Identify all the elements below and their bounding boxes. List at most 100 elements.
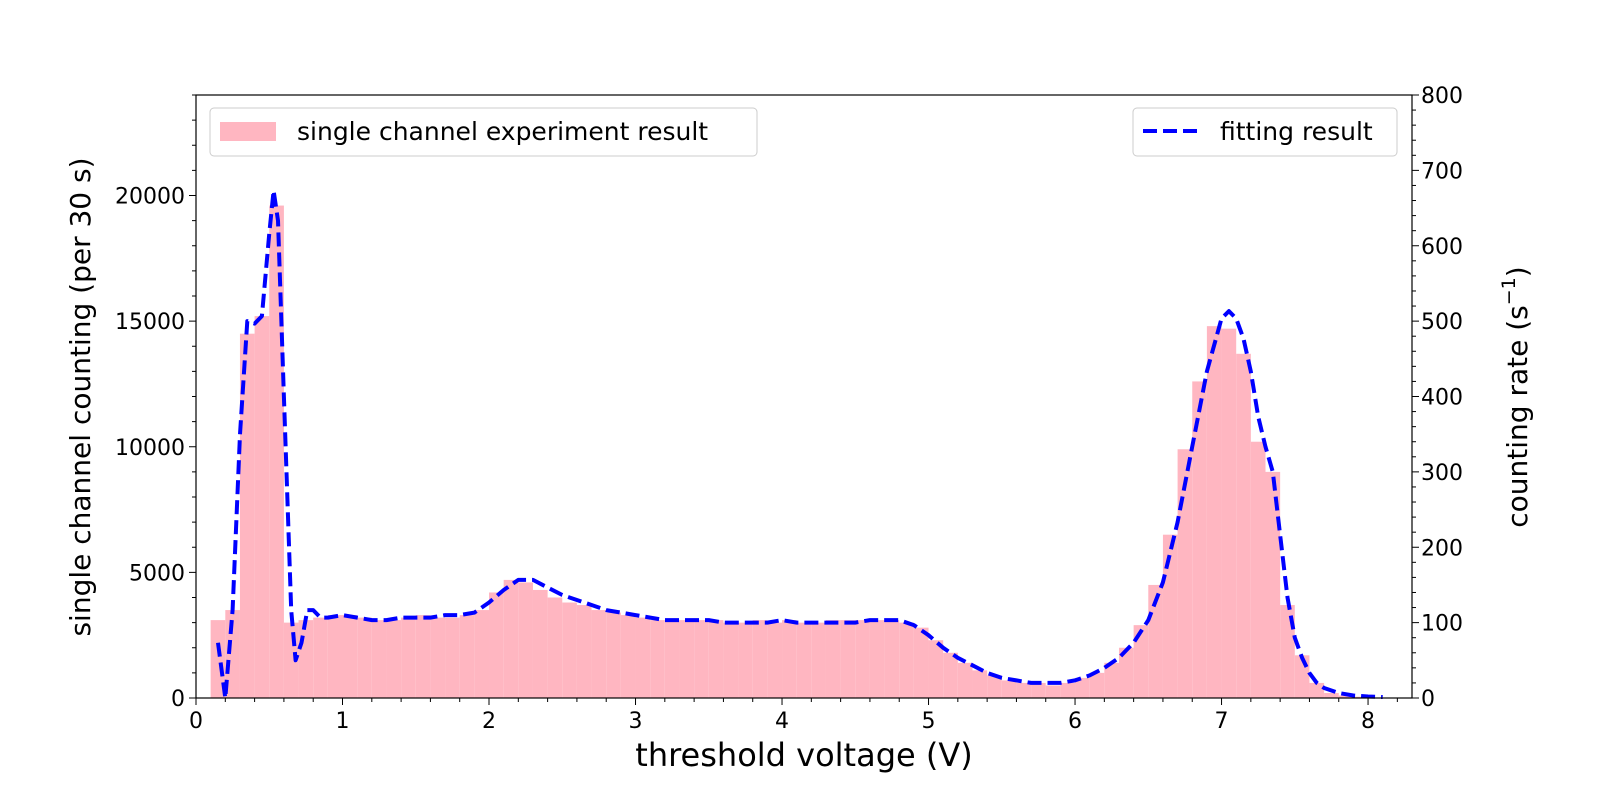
y2-tick-label: 500 [1421,310,1463,335]
x-axis: 0 1 2 3 4 5 6 7 8 [189,698,1398,734]
x-tick-label: 8 [1361,709,1375,734]
histogram-bar [869,620,885,698]
histogram-bar [357,617,372,698]
y-tick-label: 0 [171,687,185,712]
histogram-bar [210,620,226,698]
histogram-bar [591,610,607,698]
histogram-bar [1118,647,1134,698]
y2-tick-label: 800 [1421,84,1463,109]
histogram-bar [664,620,680,698]
legend-right-label: fitting result [1220,117,1373,146]
y2-axis-label-close: ) [1501,266,1534,277]
histogram-bar [1192,381,1207,698]
histogram-bar [401,617,416,698]
histogram-bar [342,615,358,698]
y-tick-label: 10000 [115,436,185,461]
y2-axis-label-exponent: −1 [1498,277,1520,305]
y2-tick-label: 400 [1421,386,1463,411]
histogram-bar [1045,685,1061,698]
histogram-bar [1060,682,1076,698]
histogram-bar [1338,695,1354,698]
histogram-bar [503,579,519,698]
histogram-bar [972,670,988,698]
x-tick-label: 7 [1215,709,1229,734]
histogram-bar [1206,326,1222,698]
y2-tick-label: 0 [1421,687,1435,712]
y-axis-label: single channel counting (per 30 s) [64,157,97,636]
histogram-bar [738,622,753,698]
histogram-bar [1075,677,1090,698]
x-tick-label: 0 [189,709,203,734]
y-tick-label: 15000 [115,310,185,335]
histogram-bar [562,602,577,698]
x-tick-label: 3 [629,709,643,734]
histogram-bar [635,617,651,698]
histogram-bar [884,620,900,698]
y2-tick-label: 200 [1421,536,1463,561]
histogram-bar [1104,662,1119,698]
x-axis-label: threshold voltage (V) [635,736,972,774]
y2-tick-label: 600 [1421,235,1463,260]
histogram-bar [474,610,490,698]
histogram-bar [576,605,592,698]
y2-tick-label: 700 [1421,159,1463,184]
histogram-bar [415,615,431,698]
x-tick-label: 2 [482,709,496,734]
histogram-bar [313,617,328,698]
histogram-bar [254,316,270,698]
histogram-bar [459,615,475,698]
histogram-bar [518,582,533,698]
histogram-bar [913,627,929,698]
histogram-bar [1016,682,1032,698]
histogram-bar [1031,682,1046,698]
histogram-bar [1250,441,1266,698]
x-tick-label: 1 [336,709,350,734]
x-tick-label: 6 [1068,709,1082,734]
x-tick-label: 4 [775,709,789,734]
y-tick-label: 5000 [129,561,185,586]
histogram-bar [840,620,856,698]
histogram-bar [811,622,826,698]
histogram-bar [899,622,914,698]
histogram-bar [489,592,504,698]
bars-layer [210,205,1383,699]
histogram-bar [606,612,621,698]
histogram-bar [269,205,284,699]
histogram-bar [1309,682,1325,698]
histogram-bar [1001,680,1017,698]
y-tick-label: 20000 [115,185,185,210]
histogram-bar [298,620,314,698]
legend-left-swatch [220,122,276,141]
histogram-bar [371,620,387,698]
legend-left: single channel experiment result [209,107,758,157]
histogram-bar [679,620,695,698]
y2-axis-label: counting rate (s−1) [1498,266,1534,527]
histogram-bar [386,620,402,698]
histogram-bar [723,622,739,698]
histogram-bar [1353,696,1369,698]
y-axis-left: 0 5000 10000 15000 20000 [115,94,196,712]
legend-left-label: single channel experiment result [297,117,708,146]
y2-tick-label: 300 [1421,461,1463,486]
y2-tick-label: 100 [1421,612,1463,637]
histogram-bar [943,652,958,698]
histogram-bar [1089,672,1105,698]
histogram-bar [855,620,870,698]
histogram-bar [532,589,548,698]
x-tick-label: 5 [922,709,936,734]
legend-right: fitting result [1132,107,1398,157]
histogram-bar [1221,328,1237,698]
histogram-bar [987,675,1002,698]
histogram-bar [650,620,665,698]
legend-left-box [209,107,758,157]
histogram-bar [708,620,724,698]
histogram-bar [1133,625,1149,698]
histogram-bar [1265,471,1281,698]
histogram-bar [767,622,783,698]
histogram-bar [957,662,973,698]
histogram-bar [1236,353,1251,698]
histogram-bar [825,620,841,698]
histogram-bar [796,622,812,698]
histogram-bar [239,333,255,698]
